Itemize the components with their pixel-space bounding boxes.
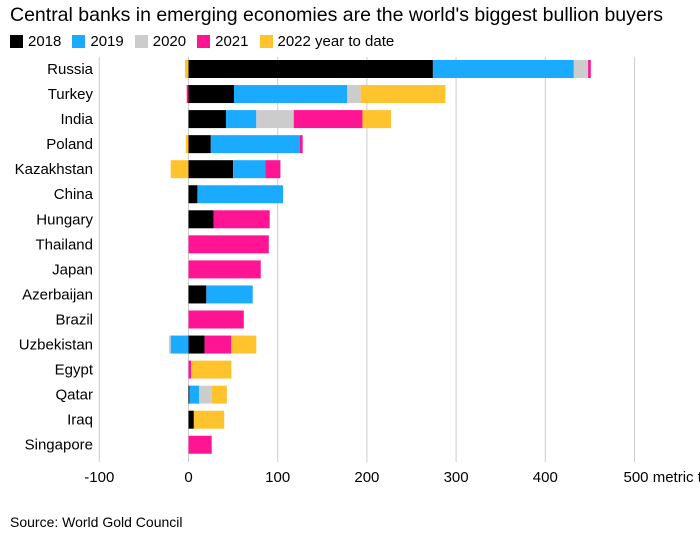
bar-segment (204, 335, 232, 354)
bar-segment (213, 210, 270, 229)
bar-segment (188, 435, 212, 454)
chart-title: Central banks in emerging economies are … (10, 4, 663, 26)
bar-segment (193, 410, 225, 429)
bar-segment (300, 135, 303, 154)
bar-segment (188, 210, 214, 229)
category-label: Qatar (55, 387, 93, 404)
bar-segment (573, 60, 589, 78)
bar-segment (210, 135, 300, 154)
category-label: Japan (52, 261, 93, 278)
category-label: Kazakhstan (15, 161, 93, 178)
bar-segment (256, 110, 294, 129)
legend-item-2019: 2019 (72, 33, 124, 50)
bar-segment (170, 335, 189, 354)
bar-segment (211, 385, 227, 404)
x-tick-label: 500 metric tons (624, 469, 700, 486)
bar-segment (188, 260, 261, 279)
bar-segment (188, 310, 244, 329)
bar-segment (188, 360, 192, 379)
x-tick-label: -100 (84, 469, 114, 486)
category-label: Russia (47, 61, 94, 78)
bar-segment (206, 285, 253, 304)
legend-swatch (197, 35, 211, 48)
bar-segment (199, 385, 212, 404)
bar-segment (347, 85, 361, 104)
bar-segment (188, 385, 190, 404)
legend-label: 2018 (28, 33, 62, 50)
bar-segment (188, 135, 211, 154)
bar-segment (188, 85, 234, 104)
category-label: Singapore (25, 437, 93, 454)
bar-segment (189, 385, 200, 404)
bar-segment (188, 410, 194, 429)
category-label: Poland (46, 136, 93, 153)
category-label: Turkey (48, 86, 94, 103)
category-label: India (60, 111, 93, 128)
bar-segment (168, 335, 171, 354)
bar-segment (233, 85, 348, 104)
bar-segment (186, 85, 189, 104)
category-label: Egypt (55, 362, 94, 379)
category-label: Azerbaijan (22, 286, 93, 303)
legend-swatch (259, 35, 273, 48)
x-tick-label: 300 (444, 469, 469, 486)
bar-segment (188, 285, 207, 304)
bar-segment (188, 110, 226, 129)
bar-segment (362, 110, 391, 129)
legend-item-2021: 2021 (197, 33, 249, 50)
legend-item-2018: 2018 (10, 33, 61, 50)
bar-segment (188, 185, 198, 204)
bar-segment (188, 235, 269, 254)
bar-segment (188, 60, 433, 78)
category-label: Uzbekistan (19, 337, 93, 354)
legend-label: 2022 year to date (277, 33, 395, 50)
bar-segment (293, 110, 363, 129)
legend-swatch (134, 35, 148, 48)
category-label: Brazil (55, 311, 93, 328)
category-label: China (54, 186, 94, 203)
bar-segment (588, 60, 591, 78)
legend-item-2022: 2022 year to date (259, 33, 395, 50)
bar-segment (197, 185, 284, 204)
legend-label: 2021 (215, 33, 249, 50)
legend: 2018 2019 2020 2021 2022 year to date (10, 33, 405, 50)
category-label: Thailand (35, 236, 93, 253)
bar-segment (231, 335, 257, 354)
x-tick-label: 200 (354, 469, 379, 486)
source-note: Source: World Gold Council (10, 514, 183, 530)
bar-segment (188, 160, 234, 179)
legend-label: 2019 (90, 33, 124, 50)
x-tick-label: 100 (265, 469, 290, 486)
bar-segment (185, 135, 189, 154)
legend-item-2020: 2020 (134, 33, 187, 50)
bar-segment (188, 335, 205, 354)
x-tick-label: 0 (184, 469, 192, 486)
bar-segment (184, 60, 189, 78)
bar-segment (191, 360, 232, 379)
legend-label: 2020 (152, 33, 187, 50)
bar-segment (233, 160, 266, 179)
bar-segment (225, 110, 257, 129)
legend-swatch (72, 35, 86, 48)
bar-segment (360, 85, 446, 104)
bar-segment (170, 160, 189, 179)
category-label: Hungary (36, 211, 93, 228)
x-tick-label: 400 (533, 469, 558, 486)
category-label: Iraq (67, 412, 93, 429)
bar-segment (265, 160, 281, 179)
bar-segment (432, 60, 574, 78)
legend-swatch (10, 35, 23, 48)
